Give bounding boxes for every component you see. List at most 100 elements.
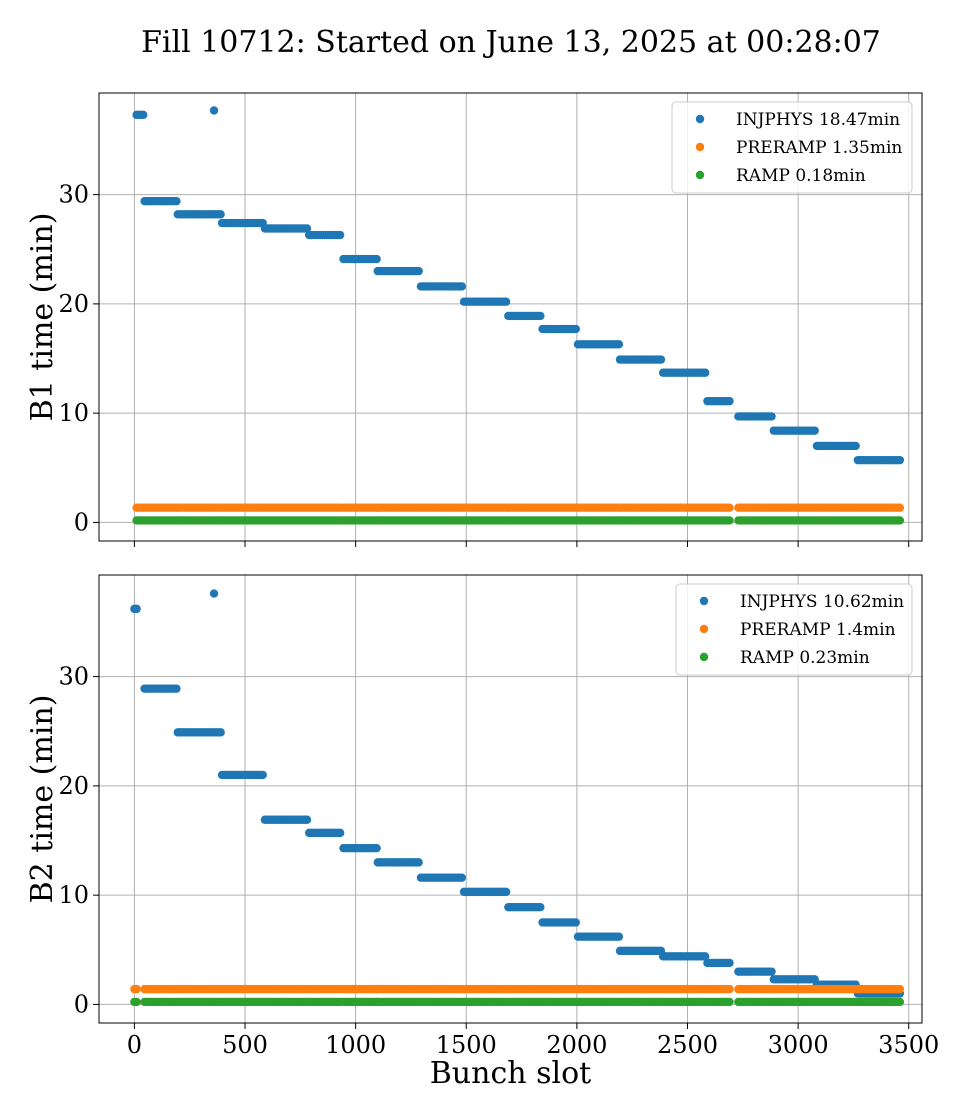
legend-entry-ramp: RAMP 0.18min <box>695 166 866 186</box>
bunch-train <box>416 873 467 882</box>
series-ramp <box>132 516 905 525</box>
x-tick-label: 3500 <box>878 1031 939 1059</box>
series-injphys <box>130 589 905 998</box>
bunch-train <box>812 984 860 994</box>
axes-frame-b1 <box>98 92 923 542</box>
data-point <box>851 441 860 451</box>
bunch-train <box>538 516 580 525</box>
bunch-train <box>260 984 312 994</box>
bunch-train <box>703 503 734 512</box>
bunch-train <box>573 340 624 349</box>
bunch-train <box>853 455 905 465</box>
bunch-train <box>373 516 423 525</box>
legend-marker <box>695 142 705 152</box>
bunch-train <box>217 516 267 525</box>
data-point <box>209 106 219 115</box>
y-axis-label-b2: B2 time (min) <box>25 695 60 904</box>
bunch-train <box>130 984 141 994</box>
data-point <box>810 426 819 435</box>
bunch-train <box>538 503 580 512</box>
bunch-train <box>459 516 511 525</box>
bunch-train <box>416 516 467 525</box>
bunch-train <box>615 503 666 512</box>
bunch-train <box>459 503 511 512</box>
legend-label: PRERAMP 1.4min <box>740 620 896 640</box>
bunch-train <box>769 516 819 525</box>
legend-entry-preramp: PRERAMP 1.35min <box>695 138 902 158</box>
legend-label: PRERAMP 1.35min <box>736 138 902 158</box>
bunch-train <box>615 946 666 956</box>
bunch-train <box>132 110 148 120</box>
data-point <box>725 984 734 994</box>
bunch-train <box>373 984 423 994</box>
x-axis-label: Bunch slot <box>430 1056 591 1091</box>
bunch-train <box>140 684 181 693</box>
legend-entry-injphys: INJPHYS 10.62min <box>699 592 904 612</box>
bunch-train <box>304 997 345 1007</box>
bunch-train <box>538 324 580 334</box>
bunch-train <box>573 503 624 512</box>
bunch-train <box>373 997 423 1007</box>
bunch-train <box>658 984 710 994</box>
bunch-train <box>459 984 511 994</box>
data-point <box>895 516 905 525</box>
bunch-train <box>573 997 624 1007</box>
bunch-train <box>703 958 734 968</box>
bunch-train <box>140 503 181 512</box>
bunch-train <box>734 503 776 512</box>
bunch-train <box>658 997 710 1007</box>
y-tick-label: 20 <box>58 772 89 800</box>
data-point <box>700 368 710 377</box>
bunch-train <box>304 516 345 525</box>
legend-marker <box>695 170 705 180</box>
bunch-train <box>812 503 860 512</box>
bunch-train <box>130 997 141 1007</box>
bunch-train <box>260 503 312 512</box>
legend-marker <box>699 596 709 606</box>
data-point <box>656 355 666 364</box>
data-point <box>302 815 312 824</box>
bunch-train <box>658 952 710 961</box>
plot-area-b2 <box>130 589 905 1007</box>
data-point <box>457 873 467 882</box>
data-point <box>895 455 905 465</box>
legend-box <box>675 583 913 676</box>
bunch-train <box>703 516 734 525</box>
x-tick-label: 2000 <box>546 1031 607 1059</box>
data-point <box>501 297 511 306</box>
data-point <box>335 230 345 240</box>
bunch-train <box>173 210 225 219</box>
bunch-train <box>373 503 423 512</box>
bunch-train <box>538 918 580 927</box>
data-point <box>172 196 181 206</box>
bunch-train <box>734 412 776 421</box>
data-point <box>414 266 423 276</box>
data-point <box>895 503 905 512</box>
panel-b2: 0 500 1000 1500 2000 2500 3000 3500 0 10 20 30 B2 ti… <box>25 574 939 1091</box>
data-point <box>725 503 734 512</box>
bunch-train <box>304 230 345 240</box>
bunch-train <box>173 503 225 512</box>
bunch-train <box>373 266 423 276</box>
data-point <box>372 254 381 264</box>
data-point <box>132 984 141 994</box>
bunch-train <box>173 728 225 737</box>
axes-frame-b2 <box>98 574 923 1024</box>
x-tick-label: 1500 <box>436 1031 497 1059</box>
bunch-train <box>459 997 511 1007</box>
y-tick-label: 30 <box>58 181 89 209</box>
bunch-train <box>573 984 624 994</box>
y-tick-label: 0 <box>74 508 89 536</box>
data-point <box>536 902 545 912</box>
bunch-train <box>217 770 267 780</box>
bunch-train <box>260 997 312 1007</box>
bunch-train <box>416 503 467 512</box>
legend-b1: INJPHYS 18.47min PRERAMP 1.35min RAMP 0.18… <box>671 101 913 194</box>
bunch-train <box>538 997 580 1007</box>
legend-entry-injphys: INJPHYS 18.47min <box>695 110 900 130</box>
legend-b2: INJPHYS 10.62min PRERAMP 1.4min RAMP 0.23m… <box>675 583 913 676</box>
bunch-train <box>703 396 734 406</box>
data-point <box>372 843 381 853</box>
y-tick-label: 30 <box>58 663 89 691</box>
bunch-train <box>538 984 580 994</box>
